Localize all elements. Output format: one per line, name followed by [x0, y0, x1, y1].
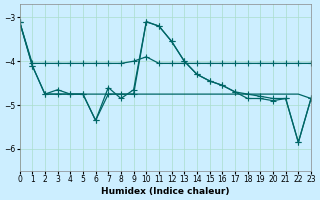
X-axis label: Humidex (Indice chaleur): Humidex (Indice chaleur) [101, 187, 229, 196]
